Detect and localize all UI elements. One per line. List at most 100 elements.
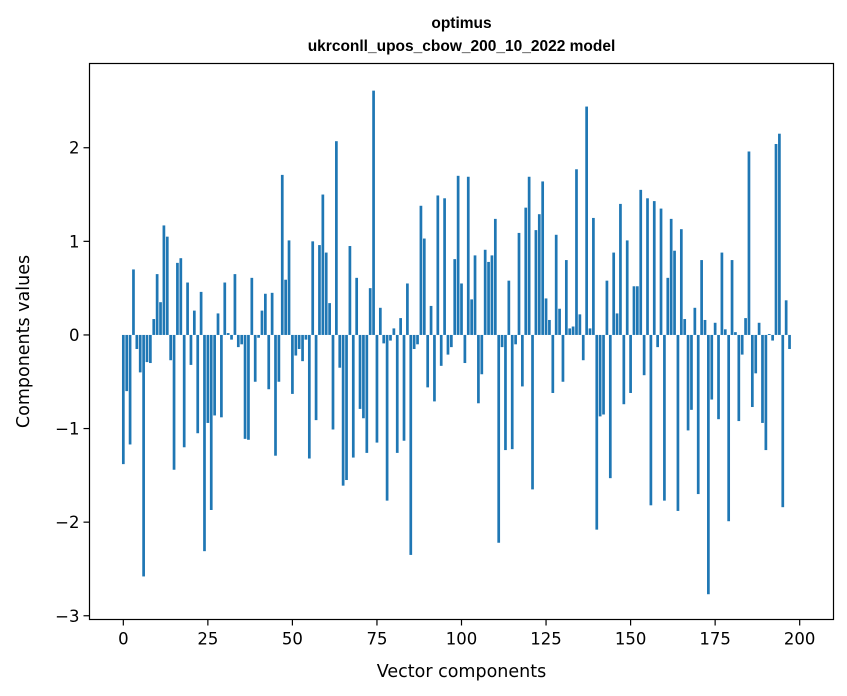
x-tick-label: 150 <box>615 630 647 649</box>
y-tick-label: −3 <box>55 607 79 626</box>
bar-98 <box>453 259 457 335</box>
chart-subtitle: ukrconll_upos_cbow_200_10_2022 model <box>308 38 616 55</box>
bar-51 <box>294 334 298 356</box>
bar-171 <box>700 260 703 335</box>
bar-5 <box>138 334 142 373</box>
bar-181 <box>734 332 737 335</box>
bar-52 <box>297 334 301 349</box>
bar-14 <box>169 334 173 361</box>
bar-154 <box>642 334 646 376</box>
bar-111 <box>497 334 501 543</box>
bar-36 <box>243 334 247 439</box>
bar-45 <box>274 334 277 456</box>
bar-80 <box>392 328 396 335</box>
bar-153 <box>639 189 643 335</box>
bar-21 <box>192 310 196 335</box>
bar-169 <box>693 307 697 335</box>
bar-106 <box>480 334 484 375</box>
chart-title: optimus <box>431 15 491 32</box>
bar-44 <box>270 292 274 335</box>
bar-155 <box>646 198 649 335</box>
bar-127 <box>551 334 555 393</box>
bar-69 <box>355 277 359 335</box>
bar-84 <box>406 283 409 335</box>
bar-60 <box>324 252 328 335</box>
bar-147 <box>619 203 622 335</box>
bar-53 <box>301 334 304 362</box>
bar-137 <box>585 106 588 335</box>
bar-136 <box>581 334 585 361</box>
bar-185 <box>747 151 751 335</box>
bar-85 <box>409 334 413 555</box>
y-tick-label: 0 <box>69 326 80 345</box>
bar-126 <box>548 319 551 335</box>
bar-157 <box>652 201 656 335</box>
bar-131 <box>564 260 568 335</box>
bar-73 <box>368 288 372 335</box>
bar-107 <box>483 249 487 335</box>
bar-2 <box>128 334 132 445</box>
bar-50 <box>291 334 294 394</box>
bar-82 <box>399 318 402 335</box>
bar-144 <box>608 334 612 479</box>
bar-179 <box>727 334 731 522</box>
bar-32 <box>230 334 233 340</box>
bar-133 <box>571 326 575 335</box>
bar-193 <box>774 144 778 335</box>
bar-74 <box>372 90 375 335</box>
bar-195 <box>781 334 785 508</box>
bar-58 <box>318 245 321 335</box>
y-axis-label: Components values <box>14 255 34 428</box>
bar-160 <box>663 334 666 501</box>
bar-103 <box>470 299 473 335</box>
bar-100 <box>460 283 463 335</box>
bar-17 <box>179 258 183 335</box>
bar-55 <box>307 334 311 459</box>
bar-190 <box>764 334 768 451</box>
bar-89 <box>422 238 426 335</box>
bar-71 <box>362 334 365 419</box>
bar-99 <box>456 175 460 335</box>
bar-120 <box>527 176 531 335</box>
bar-163 <box>673 250 676 335</box>
bar-139 <box>592 217 595 335</box>
bar-161 <box>666 277 670 335</box>
bar-22 <box>196 334 200 434</box>
bar-47 <box>280 174 284 335</box>
bar-59 <box>321 194 325 335</box>
bar-172 <box>703 319 707 335</box>
bar-56 <box>311 241 315 335</box>
bar-138 <box>588 328 592 335</box>
bar-8 <box>149 334 152 364</box>
bar-3 <box>132 269 135 335</box>
bar-77 <box>382 334 386 344</box>
x-axis-ticks: 0 25 50 75 100 125 150 175 200 <box>118 619 815 649</box>
bar-26 <box>209 334 213 510</box>
bar-135 <box>578 314 582 335</box>
bar-158 <box>656 334 659 348</box>
bar-150 <box>629 334 632 393</box>
bar-145 <box>612 252 616 335</box>
bar-25 <box>206 334 210 423</box>
y-axis-ticks: −3 −2 −1 0 1 2 <box>55 139 90 626</box>
bar-115 <box>510 334 514 450</box>
bar-191 <box>767 334 771 335</box>
bar-42 <box>264 293 267 335</box>
bar-121 <box>531 334 534 490</box>
bar-102 <box>466 176 470 335</box>
bar-18 <box>182 334 186 448</box>
bar-10 <box>155 274 159 335</box>
bar-40 <box>257 334 260 338</box>
bar-19 <box>186 282 189 335</box>
bar-187 <box>754 334 758 374</box>
bar-57 <box>314 334 318 421</box>
x-tick-label: 0 <box>118 630 129 649</box>
bar-49 <box>287 240 291 335</box>
bar-37 <box>247 334 250 440</box>
bar-110 <box>493 218 497 335</box>
bar-180 <box>730 260 734 335</box>
bar-116 <box>514 334 517 345</box>
bar-20 <box>189 334 193 365</box>
bar-11 <box>159 302 162 335</box>
